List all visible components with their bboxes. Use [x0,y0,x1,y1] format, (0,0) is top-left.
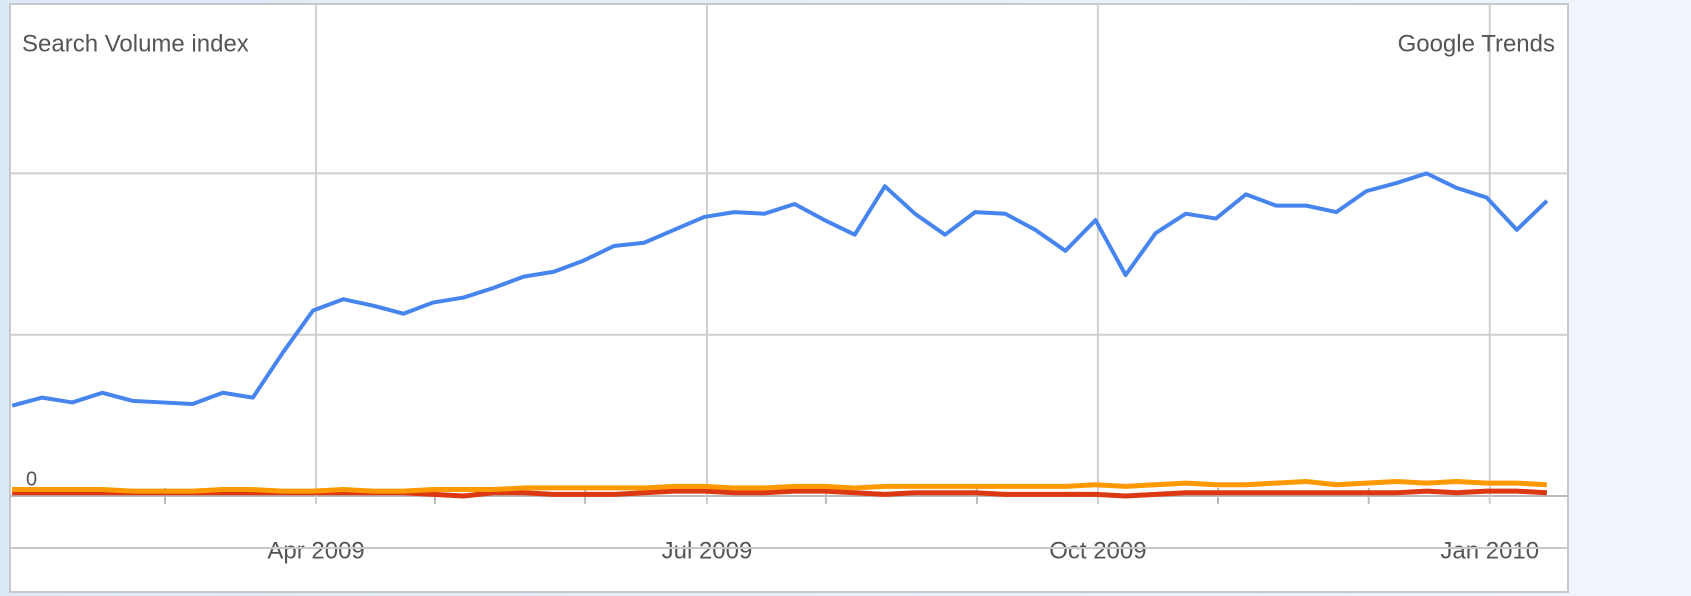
x-tick-label: Apr 2009 [267,537,364,564]
source-label: Google Trends [1398,30,1555,57]
series-line [12,478,1548,494]
series-line [11,171,1549,408]
lines [11,171,1549,499]
grid: 0 Apr 2009 Jul 2009 Oct 2009 Jan 2010 [10,4,1568,564]
x-tick-label: Jul 2009 [662,537,753,564]
x-tick-label: Oct 2009 [1049,537,1146,564]
y-tick-label: 0 [26,468,37,490]
plot-frame [9,3,1569,593]
x-tick-label: Jan 2010 [1440,537,1539,564]
chart-title: Search Volume index [22,30,249,57]
